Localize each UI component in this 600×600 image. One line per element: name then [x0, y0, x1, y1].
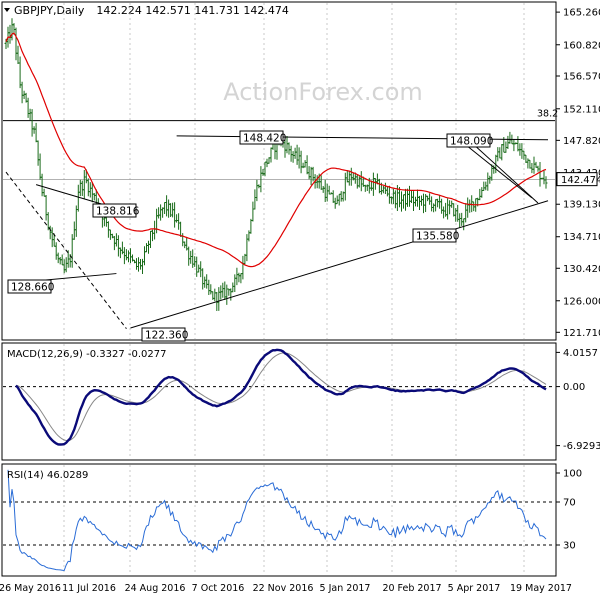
x-tick-label: 5 Jan 2017 — [320, 583, 371, 594]
price-annotation: 148.090 — [446, 133, 493, 148]
rsi-y-tick-label: 70 — [563, 498, 576, 509]
price-y-tick-label: 165.260 — [563, 8, 600, 19]
x-tick-label: 26 May 2016 — [0, 583, 61, 594]
macd-line — [15, 348, 547, 446]
price-y-tick-label: 160.820 — [563, 40, 600, 51]
grid-layer — [63, 3, 525, 575]
price-y-tick-label: 121.710 — [563, 328, 600, 339]
rsi-y-tick-label: 100 — [563, 469, 582, 480]
price-y-tick-label: 126.000 — [563, 296, 600, 307]
trend-line — [457, 137, 533, 199]
annotation-box — [141, 327, 186, 342]
current-price-label: 142.474 — [561, 175, 600, 186]
ohlc-bars — [4, 18, 548, 311]
trend-line — [35, 184, 111, 208]
price-panel-frame — [1, 1, 557, 341]
price-y-tick-label: 130.420 — [563, 264, 600, 275]
watermark: ActionForex.com — [223, 78, 423, 106]
rsi-line — [7, 469, 547, 572]
macd-layer — [3, 348, 555, 446]
x-tick-label: 24 Aug 2016 — [125, 583, 186, 594]
fib-38-label: 38.2 — [537, 109, 558, 120]
price-annotation: 128.660 — [7, 279, 54, 294]
annotation-label: 128.660 — [11, 282, 54, 294]
chart-symbol: GBPJPY,Daily 142.224 142.571 141.731 142.… — [14, 4, 289, 17]
rsi-panel-frame — [1, 463, 557, 577]
annotation-label: 122.360 — [145, 330, 188, 342]
macd-label: MACD(12,26,9) -0.3327 -0.0277 — [7, 349, 167, 360]
macd-y-tick-label: 0.00 — [563, 382, 585, 393]
price-annotation: 138.816 — [92, 203, 140, 218]
annotation-label: 135.580 — [416, 231, 459, 243]
annotation-box — [239, 130, 284, 145]
price-y-tick-label: 152.110 — [563, 104, 600, 115]
x-tick-label: 20 Feb 2017 — [382, 583, 441, 594]
macd-panel-frame — [1, 342, 557, 461]
trend-line — [471, 142, 539, 204]
trend-line — [5, 171, 127, 330]
macd-y-tick-label: -6.9293 — [563, 441, 600, 452]
annotation-box — [446, 133, 491, 148]
x-tick-label: 5 Apr 2017 — [448, 583, 501, 594]
macd-y-tick-label: 4.0157 — [563, 348, 598, 359]
rsi-layer — [3, 469, 555, 572]
rsi-label: RSI(14) 46.0289 — [7, 470, 88, 481]
price-y-tick-label: 147.820 — [563, 136, 600, 147]
symbol-text: GBPJPY,Daily — [14, 4, 85, 17]
price-annotation: 148.420 — [239, 130, 286, 145]
rsi-y-tick-label: 30 — [563, 541, 576, 552]
x-tick-label: 22 Nov 2016 — [253, 583, 314, 594]
trend-line — [130, 200, 549, 329]
x-tick-label: 11 Jul 2016 — [62, 583, 116, 594]
axis-layer: 26 May 2016 11 Jul 2016 24 Aug 2016 7 Oct 2… — [0, 8, 600, 594]
collapse-arrow-icon — [4, 8, 10, 12]
moving-average-line — [5, 32, 547, 268]
annotation-box — [7, 279, 52, 294]
ohlc-text: 142.224 142.571 141.731 142.474 — [96, 4, 288, 17]
annotation-label: 138.816 — [96, 206, 140, 218]
price-layer: 38.2 148.420 148.090 138.816 128.660 135.580 1… — [3, 18, 558, 342]
annotation-label: 148.090 — [450, 136, 493, 148]
annotation-box — [412, 228, 457, 243]
annotation-box — [92, 203, 137, 218]
x-tick-label: 7 Oct 2016 — [192, 583, 245, 594]
price-y-tick-label: 139.130 — [563, 200, 600, 211]
current-price-tag: 142.474 — [556, 172, 600, 187]
ohlc-bar — [544, 176, 548, 189]
price-annotation: 122.360 — [141, 327, 188, 342]
price-y-tick-label: 134.710 — [563, 232, 600, 243]
current-price-box — [556, 172, 598, 187]
annotation-label: 148.420 — [243, 133, 286, 145]
x-tick-label: 19 May 2017 — [510, 583, 572, 594]
price-annotation: 135.580 — [412, 228, 459, 243]
price-y-tick-label: 156.570 — [563, 72, 600, 83]
